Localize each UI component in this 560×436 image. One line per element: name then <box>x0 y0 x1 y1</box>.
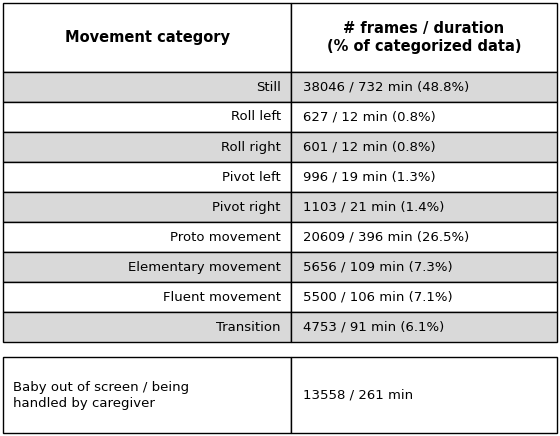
Text: 4753 / 91 min (6.1%): 4753 / 91 min (6.1%) <box>304 320 445 334</box>
Text: 601 / 12 min (0.8%): 601 / 12 min (0.8%) <box>304 140 436 153</box>
Text: 996 / 19 min (1.3%): 996 / 19 min (1.3%) <box>304 170 436 184</box>
Bar <box>291 252 557 282</box>
Bar <box>3 72 291 102</box>
Bar <box>3 132 291 162</box>
Bar <box>291 312 557 342</box>
Bar <box>291 357 557 433</box>
Bar <box>291 102 557 132</box>
Text: 5656 / 109 min (7.3%): 5656 / 109 min (7.3%) <box>304 260 453 273</box>
Bar <box>3 102 291 132</box>
Text: Still: Still <box>256 81 281 93</box>
Bar <box>3 312 291 342</box>
Text: Pivot left: Pivot left <box>222 170 281 184</box>
Bar <box>3 192 291 222</box>
Text: Elementary movement: Elementary movement <box>128 260 281 273</box>
Bar <box>3 222 291 252</box>
Text: Roll left: Roll left <box>231 110 281 123</box>
Text: Fluent movement: Fluent movement <box>163 290 281 303</box>
Text: 13558 / 261 min: 13558 / 261 min <box>304 388 413 402</box>
Bar <box>3 252 291 282</box>
Text: Movement category: Movement category <box>64 30 230 45</box>
Text: Baby out of screen / being
handled by caregiver: Baby out of screen / being handled by ca… <box>13 381 189 409</box>
Bar <box>291 222 557 252</box>
Bar <box>291 282 557 312</box>
Bar <box>291 192 557 222</box>
Bar <box>3 162 291 192</box>
Bar <box>3 282 291 312</box>
Text: Pivot right: Pivot right <box>212 201 281 214</box>
Bar <box>291 72 557 102</box>
Text: 1103 / 21 min (1.4%): 1103 / 21 min (1.4%) <box>304 201 445 214</box>
Text: 38046 / 732 min (48.8%): 38046 / 732 min (48.8%) <box>304 81 470 93</box>
Text: Proto movement: Proto movement <box>170 231 281 243</box>
Text: 627 / 12 min (0.8%): 627 / 12 min (0.8%) <box>304 110 436 123</box>
Text: Transition: Transition <box>217 320 281 334</box>
Bar <box>291 162 557 192</box>
Bar <box>3 357 291 433</box>
Bar <box>291 132 557 162</box>
Text: Roll right: Roll right <box>221 140 281 153</box>
Text: 20609 / 396 min (26.5%): 20609 / 396 min (26.5%) <box>304 231 470 243</box>
Bar <box>3 3 291 72</box>
Text: 5500 / 106 min (7.1%): 5500 / 106 min (7.1%) <box>304 290 453 303</box>
Text: # frames / duration
(% of categorized data): # frames / duration (% of categorized da… <box>327 20 521 54</box>
Bar <box>291 3 557 72</box>
